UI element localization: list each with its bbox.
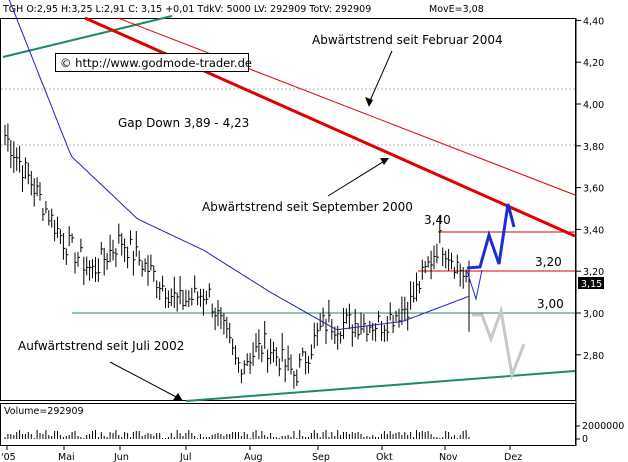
price-panel bbox=[0, 18, 576, 401]
watermark-text: © http://www.godmode-trader.de bbox=[60, 56, 252, 70]
level-label-3-40: 3,40 bbox=[424, 213, 451, 227]
x-tick-label: Nov bbox=[439, 452, 458, 462]
y-axis: 2,803,003,203,403,603,804,004,204,404,60 bbox=[576, 16, 604, 362]
annotation-downtrend-2004: Abwärtstrend seit Februar 2004 bbox=[312, 33, 503, 47]
last-price-value: 3,15 bbox=[581, 279, 602, 290]
volume-bars bbox=[4, 430, 470, 439]
y-tick-label: 3,00 bbox=[583, 309, 604, 320]
level-label-3-20: 3,20 bbox=[535, 255, 562, 269]
arrow-downtrend-2004 bbox=[368, 50, 393, 104]
x-tick-label: Aug bbox=[244, 452, 263, 462]
arrowhead-uptrend-2002 bbox=[173, 393, 183, 401]
level-label-3-00: 3,00 bbox=[537, 297, 564, 311]
annotation-uptrend-2002: Aufwärtstrend seit Juli 2002 bbox=[18, 339, 184, 353]
y-tick-label: 4,20 bbox=[583, 58, 604, 69]
ohlc-readout: TGH O:2,95 H:3,25 L:2,91 C: 3,15 +0,01 T… bbox=[2, 4, 371, 15]
x-tick-label: '05 bbox=[1, 452, 16, 462]
arrowhead-downtrend-2004 bbox=[365, 97, 373, 107]
price-bars bbox=[4, 123, 471, 389]
watermark-box bbox=[55, 53, 249, 72]
uptrend-2002-line bbox=[185, 370, 576, 402]
volume-label: Volume=292909 bbox=[4, 406, 84, 417]
uptrend-line-top bbox=[2, 15, 173, 58]
projection-small-blue bbox=[466, 269, 483, 301]
y-tick-label: 4,40 bbox=[583, 16, 604, 27]
x-tick-label: Jun bbox=[113, 452, 129, 462]
y-tick-label: 3,20 bbox=[583, 267, 604, 278]
x-tick-label: Dez bbox=[504, 452, 522, 462]
x-tick-label: Sep bbox=[312, 452, 330, 462]
last-price-tag bbox=[578, 277, 604, 289]
y-tick-label: 4,00 bbox=[583, 100, 604, 111]
volume-tick-zero-label: 0 bbox=[582, 434, 588, 445]
projection-down-path bbox=[472, 305, 526, 381]
volume-tick-top-label: 2000000 bbox=[582, 421, 624, 432]
move-readout: MovE=3,08 bbox=[429, 4, 484, 15]
x-axis: '05 Mai Jun Jul Aug Sep Okt Nov Dez bbox=[1, 446, 522, 462]
x-tick-label: Jul bbox=[179, 452, 191, 462]
volume-panel bbox=[0, 403, 576, 446]
y-tick-label: 3,80 bbox=[583, 142, 604, 153]
x-tick-label: Okt bbox=[376, 452, 393, 462]
y-tick-label: 3,60 bbox=[583, 184, 604, 195]
arrowhead-downtrend-2000 bbox=[380, 158, 389, 165]
y-tick-label: 3,40 bbox=[583, 225, 604, 236]
x-tick-label: Mai bbox=[58, 452, 75, 462]
annotation-downtrend-2000: Abwärtstrend seit September 2000 bbox=[202, 200, 413, 214]
y-tick-label: 2,80 bbox=[583, 351, 604, 362]
arrow-uptrend-2002 bbox=[109, 361, 181, 400]
moving-average-line bbox=[8, 0, 470, 331]
downtrend-2004-line bbox=[117, 17, 576, 196]
projection-up-path bbox=[466, 203, 516, 270]
annotation-gap-down: Gap Down 3,89 - 4,23 bbox=[118, 116, 249, 130]
arrow-downtrend-2000 bbox=[327, 159, 387, 197]
